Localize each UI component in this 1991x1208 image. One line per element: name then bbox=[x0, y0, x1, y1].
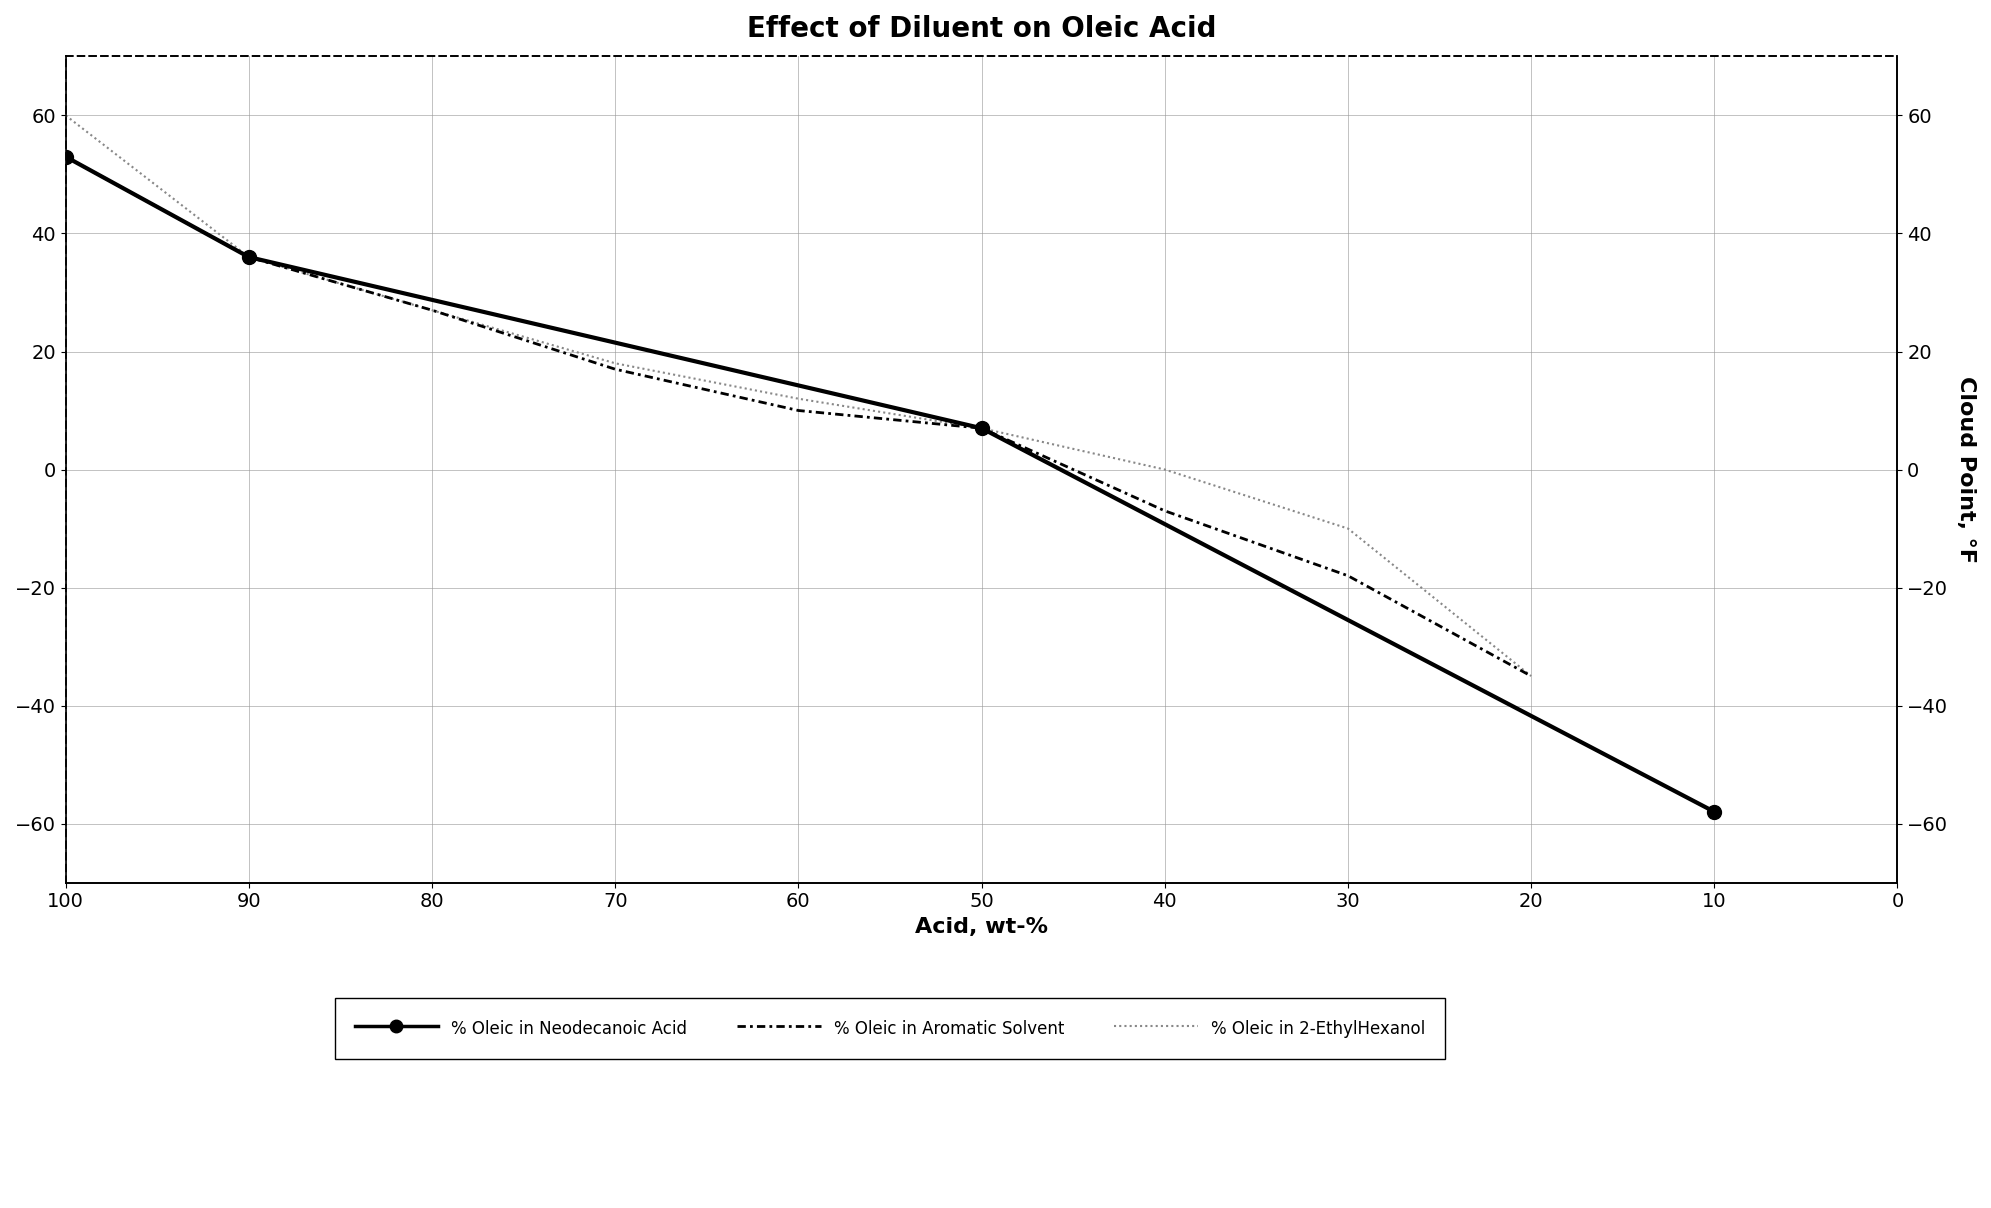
% Oleic in Aromatic Solvent bbox=[420, 303, 444, 318]
% Oleic in Neodecanoic Acid bbox=[1702, 805, 1726, 819]
% Oleic in Aromatic Solvent bbox=[603, 362, 627, 377]
% Oleic in 2-EthylHexanol bbox=[1153, 463, 1177, 477]
Title: Effect of Diluent on Oleic Acid: Effect of Diluent on Oleic Acid bbox=[747, 14, 1217, 43]
Line: % Oleic in 2-EthylHexanol: % Oleic in 2-EthylHexanol bbox=[66, 116, 1531, 676]
% Oleic in Aromatic Solvent bbox=[786, 403, 810, 418]
% Oleic in Neodecanoic Acid bbox=[237, 250, 261, 265]
% Oleic in 2-EthylHexanol bbox=[603, 356, 627, 371]
% Oleic in Aromatic Solvent bbox=[970, 420, 994, 435]
Y-axis label: Cloud Point, °F: Cloud Point, °F bbox=[1955, 376, 1975, 563]
Line: % Oleic in Neodecanoic Acid: % Oleic in Neodecanoic Acid bbox=[60, 150, 1722, 819]
% Oleic in Aromatic Solvent bbox=[54, 150, 78, 164]
% Oleic in Neodecanoic Acid bbox=[54, 150, 78, 164]
% Oleic in 2-EthylHexanol bbox=[420, 303, 444, 318]
% Oleic in Neodecanoic Acid bbox=[970, 420, 994, 435]
% Oleic in Aromatic Solvent bbox=[1153, 504, 1177, 518]
X-axis label: Acid, wt-%: Acid, wt-% bbox=[916, 917, 1047, 937]
Legend: % Oleic in Neodecanoic Acid, % Oleic in Aromatic Solvent, % Oleic in 2-EthylHexa: % Oleic in Neodecanoic Acid, % Oleic in … bbox=[334, 998, 1445, 1058]
Line: % Oleic in Aromatic Solvent: % Oleic in Aromatic Solvent bbox=[66, 157, 1531, 676]
% Oleic in 2-EthylHexanol bbox=[54, 109, 78, 123]
% Oleic in 2-EthylHexanol bbox=[1519, 669, 1543, 684]
% Oleic in Aromatic Solvent bbox=[237, 250, 261, 265]
% Oleic in 2-EthylHexanol bbox=[970, 420, 994, 435]
% Oleic in Aromatic Solvent bbox=[1519, 669, 1543, 684]
% Oleic in 2-EthylHexanol bbox=[786, 391, 810, 406]
% Oleic in Aromatic Solvent bbox=[1336, 569, 1360, 583]
% Oleic in 2-EthylHexanol bbox=[237, 250, 261, 265]
% Oleic in 2-EthylHexanol bbox=[1336, 522, 1360, 536]
